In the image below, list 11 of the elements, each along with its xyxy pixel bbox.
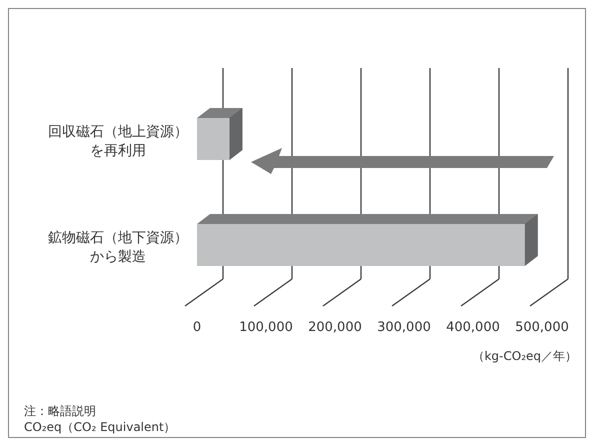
y-tick-label: 鉱物磁石（地下資源）から製造 [48,230,188,265]
text: 注：略語説明 [24,404,96,418]
x-tick-label: 300,000 [377,320,431,335]
x-tick-label: 400,000 [446,320,500,335]
text: CO₂eq（CO₂ Equivalent） [24,420,176,434]
x-tick-label: 0 [192,320,202,335]
x-tick-label: 500,000 [515,320,569,335]
x-tick-label: 200,000 [308,320,362,335]
x-axis-title: （kg-CO₂eq／年） [472,349,577,363]
x-tick-label: 100,000 [239,320,293,335]
y-tick-label: 回収磁石（地上資源）を再利用 [48,124,188,159]
